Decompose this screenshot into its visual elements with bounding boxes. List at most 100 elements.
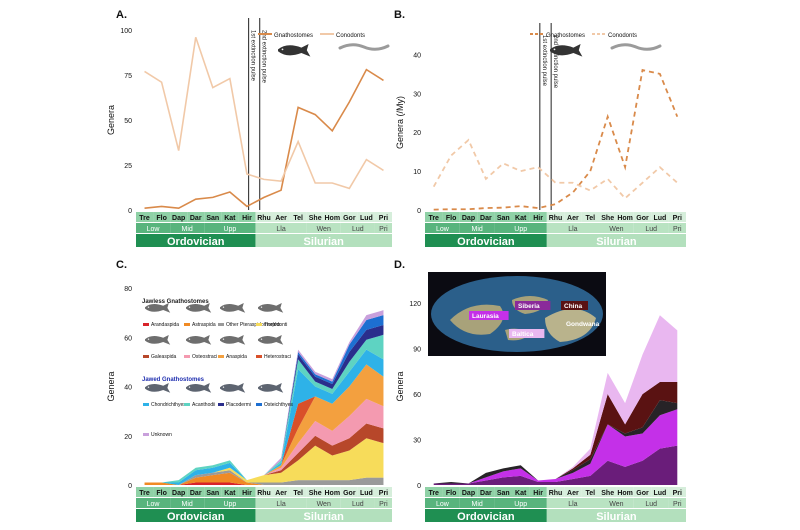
stage-label: Tre (428, 490, 439, 497)
gnathostome-icon-eye (281, 48, 284, 51)
species-icon-body (220, 303, 246, 313)
stage-label: Flo (446, 490, 457, 497)
epoch-label: Pri (379, 501, 388, 508)
series-line-conodonts (432, 138, 678, 200)
y-tick-label: 0 (128, 483, 132, 490)
area-laurasia (433, 445, 678, 485)
conodont-icon-body (338, 43, 390, 51)
period-cell (136, 509, 256, 522)
stage-cell (323, 212, 341, 222)
species-icon (145, 303, 171, 313)
stage-label: Hir (533, 215, 543, 222)
species-icon (186, 383, 212, 393)
epoch-cell (136, 498, 171, 508)
period-cell (546, 234, 686, 247)
panel-label: B. (394, 9, 405, 21)
legend-swatch (184, 403, 190, 406)
stage-label: Kat (224, 215, 236, 222)
stage-label: Dap (172, 490, 185, 497)
stage-label: Gor (343, 215, 356, 222)
stage-cell (633, 487, 652, 497)
gnathostome-icon-body (550, 44, 583, 57)
y-tick-label: 60 (413, 392, 421, 399)
legend-label: Acanthodii (192, 402, 215, 408)
species-icon-body (186, 383, 212, 393)
stage-cell (477, 487, 495, 497)
epoch-cell (668, 223, 686, 233)
y-axis-label: Genera (106, 105, 116, 135)
stage-label: She (309, 215, 322, 222)
period-cell (136, 234, 256, 247)
stage-label: She (601, 215, 614, 222)
legend: Gnathostomes Conodonts (530, 33, 662, 57)
series-line-gnathostomes (433, 68, 679, 211)
stage-cell (442, 487, 460, 497)
map-label-bg (515, 301, 551, 310)
stage-label: Dap (462, 215, 475, 222)
epoch-label: Low (147, 226, 161, 233)
epoch-label: Low (147, 501, 161, 508)
epoch-cell (668, 498, 686, 508)
stage-cell (616, 212, 634, 222)
stage-label: Hir (533, 490, 543, 497)
period-label: Silurian (596, 511, 637, 523)
stage-cell (306, 487, 324, 497)
period-cell (255, 234, 392, 247)
stage-label: Aer (567, 215, 579, 222)
stage-cell (374, 212, 392, 222)
stage-label: Aer (567, 490, 579, 497)
epoch-label: Lud (352, 501, 364, 508)
stage-label: San (206, 215, 219, 222)
species-icon (220, 303, 246, 313)
stage-cell (238, 487, 256, 497)
species-icon (145, 383, 171, 393)
stage-label: She (309, 490, 322, 497)
epoch-label: Lud (352, 226, 364, 233)
stage-label: Hir (242, 490, 252, 497)
stage-label: Lud (653, 215, 666, 222)
stage-label: Tre (428, 215, 439, 222)
y-tick-label: 30 (413, 91, 421, 98)
stage-cell (170, 487, 188, 497)
epoch-cell (170, 223, 205, 233)
stage-label: Flo (156, 490, 167, 497)
epoch-cell (459, 498, 495, 508)
y-tick-label: 20 (124, 434, 132, 441)
y-tick-label: 120 (409, 301, 421, 308)
legend-swatch (256, 403, 262, 406)
stage-label: Dar (190, 490, 202, 497)
stage-cell (306, 212, 324, 222)
species-icon-eye (260, 338, 263, 340)
stage-cell (494, 487, 512, 497)
panel-label: A. (116, 9, 127, 21)
stage-cell (204, 487, 222, 497)
legend-label: Chondrichthyes (151, 402, 186, 408)
epoch-label: Wen (317, 226, 331, 233)
species-icon-body (258, 335, 284, 345)
stage-cell (153, 487, 171, 497)
stage-label: Kat (515, 490, 527, 497)
epoch-cell (340, 498, 375, 508)
stage-cell (272, 487, 290, 497)
legend-label: Heterostraci (264, 354, 291, 360)
panel-d: D. 0 30 60 90 120 Genera Tre Flo Dap Dar San Kat Hir R… (394, 259, 686, 523)
stage-cell (651, 487, 669, 497)
stage-label: Lud (653, 490, 666, 497)
species-icon-body (186, 303, 212, 313)
stage-label: Pri (379, 215, 388, 222)
stage-cell (529, 212, 547, 222)
y-tick-label: 100 (120, 28, 132, 35)
stage-cell (221, 487, 239, 497)
panel-label: C. (116, 259, 127, 271)
legend-swatch (218, 323, 224, 326)
stage-label: San (206, 490, 219, 497)
stage-cell (238, 212, 256, 222)
stage-cell (459, 212, 478, 222)
stage-label: Aer (275, 490, 287, 497)
stage-cell (170, 212, 188, 222)
stage-label: Pri (673, 215, 682, 222)
stage-cell (512, 487, 530, 497)
area-astraspida (144, 472, 384, 485)
area-acanthodii (144, 334, 384, 483)
legend-swatch (143, 355, 149, 358)
